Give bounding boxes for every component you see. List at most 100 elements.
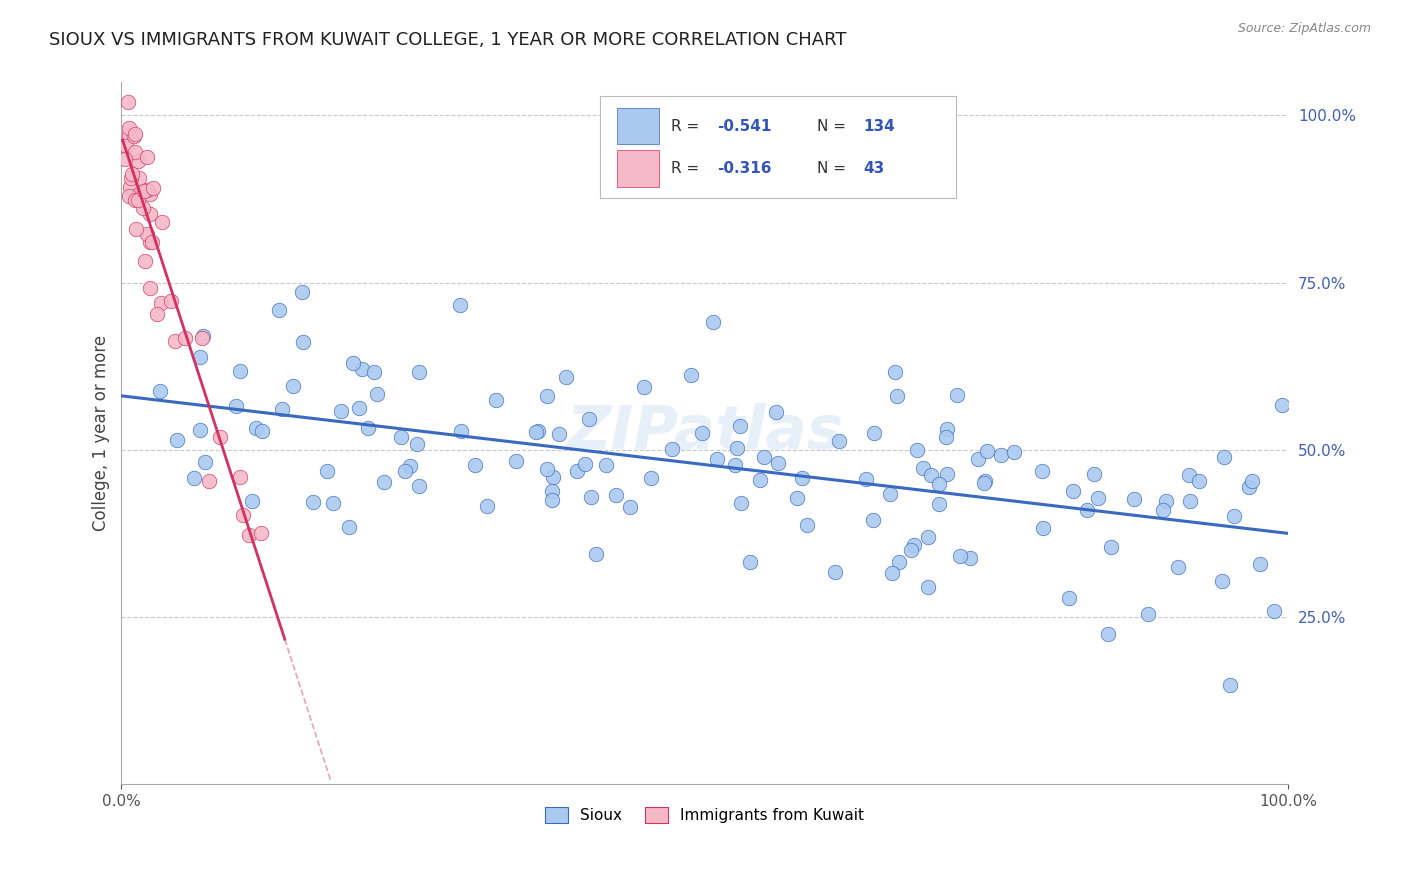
Point [252,424,274,438]
Point [974,474,997,488]
Point [541,483,564,498]
Point [134,254,156,268]
Point [1002,444,1025,458]
Point [150,215,173,229]
Point [394,464,416,478]
Point [120,170,142,185]
Point [485,392,508,407]
Point [541,493,564,508]
Point [536,389,558,403]
Point [976,443,998,458]
Point [973,476,995,491]
Point [150,296,173,310]
Point [526,424,548,438]
Text: 43: 43 [863,161,884,176]
Point [271,402,294,417]
Point [917,530,939,544]
Point [1271,398,1294,412]
Point [238,528,260,542]
Point [118,180,141,194]
Point [291,285,314,299]
Point [728,419,751,434]
Point [786,491,808,505]
Point [900,542,922,557]
Point [142,181,165,195]
Point [245,421,267,435]
Point [1167,559,1189,574]
Point [1032,521,1054,535]
Point [146,307,169,321]
Point [579,491,602,505]
Point [505,454,527,468]
Point [855,472,877,486]
Text: SIOUX VS IMMIGRANTS FROM KUWAIT COLLEGE, 1 YEAR OR MORE CORRELATION CHART: SIOUX VS IMMIGRANTS FROM KUWAIT COLLEGE,… [49,31,846,49]
Point [765,404,787,418]
Point [1223,509,1246,524]
Point [967,452,990,467]
Point [524,425,547,440]
Point [661,442,683,456]
Point [149,384,172,399]
Point [363,365,385,379]
Point [1057,591,1080,605]
Point [880,566,903,581]
Point [114,139,136,153]
Point [316,464,339,478]
Point [1087,491,1109,506]
Point [450,424,472,438]
Point [139,187,162,202]
Point [373,475,395,489]
Point [475,499,498,513]
Point [889,555,911,569]
Point [399,459,422,474]
Point [281,379,304,393]
Point [366,386,388,401]
Point [139,235,162,249]
Point [1063,483,1085,498]
Point [903,538,925,552]
Point [1178,493,1201,508]
Point [555,370,578,384]
Point [139,206,162,220]
Point [536,461,558,475]
Text: -0.541: -0.541 [717,119,772,134]
Point [124,128,146,142]
Point [124,222,146,236]
Point [768,456,790,470]
Point [160,293,183,308]
Point [749,473,772,487]
Point [350,361,373,376]
Point [1083,467,1105,481]
Point [740,555,762,569]
Point [464,458,486,472]
FancyBboxPatch shape [617,108,659,145]
Point [828,434,851,448]
Point [132,201,155,215]
Point [165,334,187,349]
Point [702,315,724,329]
Legend: Sioux, Immigrants from Kuwait: Sioux, Immigrants from Kuwait [538,801,870,829]
Point [884,365,907,379]
Point [291,334,314,349]
Point [548,427,571,442]
Point [232,508,254,522]
Point [1263,604,1285,618]
Point [173,331,195,345]
Point [863,426,886,441]
Point [337,519,360,533]
Point [183,471,205,485]
Point [229,364,252,378]
Point [139,281,162,295]
Point [114,153,136,167]
Text: Source: ZipAtlas.com: Source: ZipAtlas.com [1237,22,1371,36]
Point [1211,574,1233,588]
Point [605,488,627,502]
Text: N =: N = [817,119,851,134]
Text: ZIPatlas: ZIPatlas [567,403,844,462]
Point [118,128,141,142]
Point [229,470,252,484]
Point [935,422,957,436]
FancyBboxPatch shape [617,150,659,186]
Point [1152,502,1174,516]
Point [541,470,564,484]
